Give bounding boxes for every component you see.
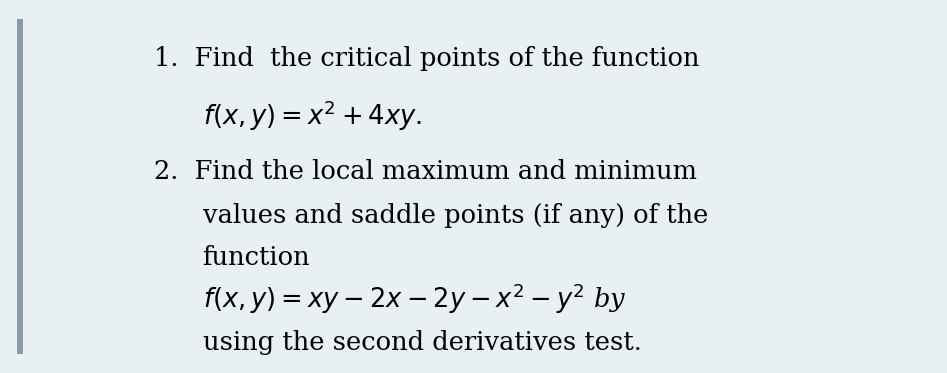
Text: using the second derivatives test.: using the second derivatives test.	[203, 330, 641, 355]
Text: 2.  Find the local maximum and minimum: 2. Find the local maximum and minimum	[153, 159, 697, 184]
Text: 1.  Find  the critical points of the function: 1. Find the critical points of the funct…	[153, 46, 699, 71]
Text: values and saddle points (if any) of the: values and saddle points (if any) of the	[203, 203, 708, 228]
Text: function: function	[203, 245, 311, 270]
Text: $f(x, y) = x^2 + 4xy.$: $f(x, y) = x^2 + 4xy.$	[203, 99, 421, 134]
Text: $f(x, y) = xy - 2x - 2y - x^2 - y^2$ by: $f(x, y) = xy - 2x - 2y - x^2 - y^2$ by	[203, 282, 626, 316]
